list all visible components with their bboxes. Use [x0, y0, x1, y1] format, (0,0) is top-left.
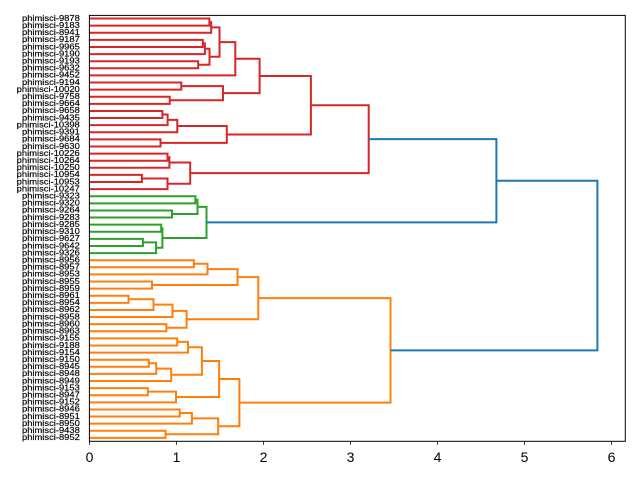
svg-text:phimisci-8945: phimisci-8945: [22, 362, 80, 371]
svg-text:phimisci-9965: phimisci-9965: [22, 42, 80, 51]
svg-text:phimisci-9150: phimisci-9150: [22, 355, 80, 364]
svg-text:phimisci-8950: phimisci-8950: [22, 419, 80, 428]
svg-text:phimisci-9188: phimisci-9188: [22, 341, 80, 350]
svg-text:phimisci-9684: phimisci-9684: [22, 135, 80, 144]
svg-text:phimisci-9154: phimisci-9154: [22, 348, 80, 357]
svg-text:phimisci-8941: phimisci-8941: [22, 28, 80, 37]
svg-text:phimisci-8954: phimisci-8954: [22, 298, 80, 307]
svg-text:phimisci-8947: phimisci-8947: [22, 391, 80, 400]
svg-text:phimisci-10247: phimisci-10247: [17, 184, 81, 193]
svg-text:phimisci-9627: phimisci-9627: [22, 234, 80, 243]
svg-text:phimisci-8946: phimisci-8946: [22, 405, 80, 414]
svg-text:phimisci-9435: phimisci-9435: [22, 113, 80, 122]
svg-text:phimisci-8955: phimisci-8955: [22, 277, 80, 286]
svg-text:phimisci-9438: phimisci-9438: [22, 426, 80, 435]
svg-text:phimisci-8948: phimisci-8948: [22, 369, 80, 378]
svg-text:phimisci-10264: phimisci-10264: [17, 156, 81, 165]
svg-text:phimisci-8957: phimisci-8957: [22, 263, 80, 272]
svg-text:phimisci-10953: phimisci-10953: [17, 177, 81, 186]
svg-text:phimisci-9323: phimisci-9323: [22, 192, 80, 201]
svg-text:phimisci-8952: phimisci-8952: [22, 433, 80, 442]
svg-text:phimisci-8958: phimisci-8958: [22, 312, 80, 321]
svg-text:phimisci-9283: phimisci-9283: [22, 213, 80, 222]
svg-text:phimisci-8951: phimisci-8951: [22, 412, 80, 421]
svg-text:phimisci-9310: phimisci-9310: [22, 227, 80, 236]
svg-text:phimisci-9452: phimisci-9452: [22, 71, 80, 80]
svg-text:phimisci-8962: phimisci-8962: [22, 305, 80, 314]
svg-text:phimisci-9642: phimisci-9642: [22, 241, 80, 250]
svg-text:phimisci-9193: phimisci-9193: [22, 56, 80, 65]
svg-text:4: 4: [434, 449, 442, 465]
svg-text:phimisci-8959: phimisci-8959: [22, 284, 80, 293]
svg-text:phimisci-9320: phimisci-9320: [22, 199, 80, 208]
svg-text:5: 5: [521, 449, 529, 465]
svg-text:3: 3: [347, 449, 355, 465]
svg-text:phimisci-9630: phimisci-9630: [22, 142, 80, 151]
svg-text:phimisci-10020: phimisci-10020: [17, 85, 81, 94]
svg-text:phimisci-9391: phimisci-9391: [22, 128, 80, 137]
svg-text:phimisci-10226: phimisci-10226: [17, 149, 81, 158]
svg-text:phimisci-9264: phimisci-9264: [22, 206, 80, 215]
svg-text:phimisci-9878: phimisci-9878: [22, 14, 80, 23]
svg-text:phimisci-9326: phimisci-9326: [22, 248, 80, 257]
svg-text:phimisci-10398: phimisci-10398: [17, 120, 81, 129]
svg-text:phimisci-9155: phimisci-9155: [22, 334, 80, 343]
svg-text:0: 0: [86, 449, 94, 465]
svg-text:phimisci-9152: phimisci-9152: [22, 398, 80, 407]
svg-text:phimisci-9183: phimisci-9183: [22, 21, 80, 30]
svg-text:phimisci-10250: phimisci-10250: [17, 163, 81, 172]
svg-text:2: 2: [260, 449, 268, 465]
svg-text:phimisci-8960: phimisci-8960: [22, 319, 80, 328]
svg-text:phimisci-8956: phimisci-8956: [22, 255, 80, 264]
svg-text:phimisci-8953: phimisci-8953: [22, 270, 80, 279]
svg-text:phimisci-9758: phimisci-9758: [22, 92, 80, 101]
svg-text:phimisci-9632: phimisci-9632: [22, 64, 80, 73]
svg-text:1: 1: [173, 449, 181, 465]
svg-text:phimisci-9658: phimisci-9658: [22, 106, 80, 115]
svg-text:phimisci-9187: phimisci-9187: [22, 35, 80, 44]
svg-text:phimisci-9285: phimisci-9285: [22, 220, 80, 229]
svg-text:phimisci-8949: phimisci-8949: [22, 376, 80, 385]
svg-text:phimisci-9153: phimisci-9153: [22, 383, 80, 392]
svg-text:phimisci-8963: phimisci-8963: [22, 327, 80, 336]
svg-text:phimisci-9664: phimisci-9664: [22, 99, 80, 108]
svg-text:phimisci-9190: phimisci-9190: [22, 49, 80, 58]
svg-text:6: 6: [608, 449, 616, 465]
svg-text:phimisci-10954: phimisci-10954: [17, 170, 81, 179]
svg-text:phimisci-8961: phimisci-8961: [22, 291, 80, 300]
svg-text:phimisci-9194: phimisci-9194: [22, 78, 80, 87]
